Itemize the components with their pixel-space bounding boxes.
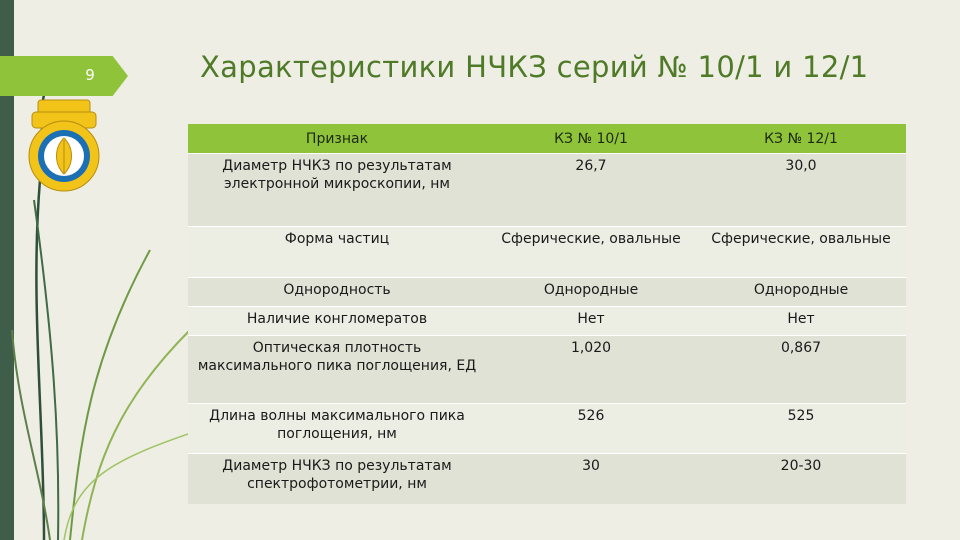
- left-sidebar-bar: [0, 0, 14, 540]
- university-emblem-icon: [28, 99, 100, 192]
- table-header-row: Признак КЗ № 10/1 КЗ № 12/1: [188, 124, 906, 154]
- table-row: Форма частиц Сферические, овальные Сфери…: [188, 226, 906, 278]
- value-kz-10-1: 1,020: [486, 335, 696, 404]
- column-header-kz-10-1: КЗ № 10/1: [486, 124, 696, 154]
- value-kz-12-1: 30,0: [696, 153, 906, 227]
- value-kz-12-1: 20-30: [696, 453, 906, 504]
- table-row: Диаметр НЧКЗ по результатам спектрофотом…: [188, 453, 906, 504]
- table-row: Диаметр НЧКЗ по результатам электронной …: [188, 153, 906, 227]
- table-row: Оптическая плотность максимального пика …: [188, 335, 906, 404]
- column-header-property: Признак: [188, 124, 486, 154]
- value-kz-12-1: Нет: [696, 306, 906, 336]
- characteristics-table: Признак КЗ № 10/1 КЗ № 12/1 Диаметр НЧКЗ…: [188, 124, 906, 504]
- row-label: Диаметр НЧКЗ по результатам спектрофотом…: [188, 453, 486, 504]
- row-label: Длина волны максимального пика поглощени…: [188, 403, 486, 454]
- value-kz-10-1: 30: [486, 453, 696, 504]
- row-label: Наличие конгломератов: [188, 306, 486, 336]
- slide-title: Характеристики НЧКЗ серий № 10/1 и 12/1: [200, 50, 869, 84]
- value-kz-12-1: Однородные: [696, 277, 906, 307]
- value-kz-10-1: Однородные: [486, 277, 696, 307]
- value-kz-12-1: Сферические, овальные: [696, 226, 906, 278]
- value-kz-10-1: 526: [486, 403, 696, 454]
- row-label: Форма частиц: [188, 226, 486, 278]
- table-row: Длина волны максимального пика поглощени…: [188, 403, 906, 454]
- value-kz-10-1: Сферические, овальные: [486, 226, 696, 278]
- page-number: 9: [85, 66, 95, 84]
- column-header-kz-12-1: КЗ № 12/1: [696, 124, 906, 154]
- row-label: Диаметр НЧКЗ по результатам электронной …: [188, 153, 486, 227]
- row-label: Оптическая плотность максимального пика …: [188, 335, 486, 404]
- row-label: Однородность: [188, 277, 486, 307]
- value-kz-12-1: 0,867: [696, 335, 906, 404]
- table-row: Однородность Однородные Однородные: [188, 277, 906, 307]
- value-kz-10-1: Нет: [486, 306, 696, 336]
- value-kz-12-1: 525: [696, 403, 906, 454]
- value-kz-10-1: 26,7: [486, 153, 696, 227]
- table-row: Наличие конгломератов Нет Нет: [188, 306, 906, 336]
- page-number-tab: [0, 56, 128, 96]
